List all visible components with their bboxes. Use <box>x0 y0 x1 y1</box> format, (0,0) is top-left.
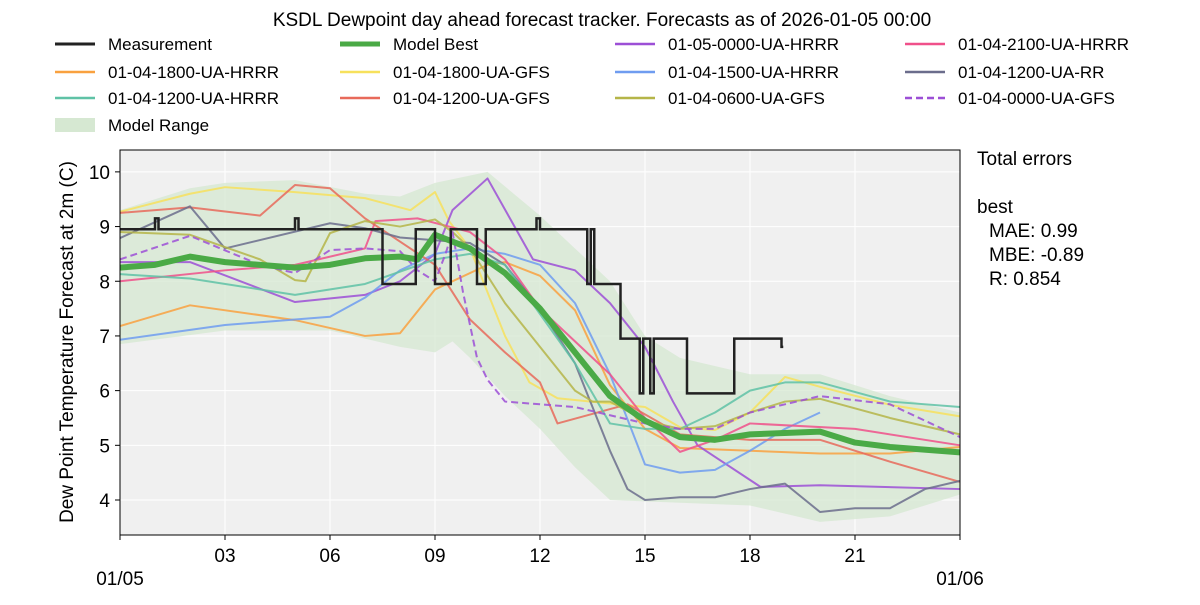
legend-label: 01-04-2100-UA-HRRR <box>958 35 1129 54</box>
axes: 4 5 6 7 8 9 10 01/05 03 06 09 12 15 18 21 01/06 <box>89 163 984 590</box>
legend-label: 01-04-0600-UA-GFS <box>668 89 825 108</box>
x-tick-label: 21 <box>844 546 865 567</box>
legend-item: 01-04-1200-UA-HRRR <box>55 89 279 108</box>
errors-model: best <box>977 197 1014 218</box>
legend-label: 01-04-1800-UA-HRRR <box>108 63 279 82</box>
series-line-01-05-0000-ua-hrrr <box>120 177 961 491</box>
y-tick-label: 5 <box>99 436 110 457</box>
legend-label: Model Range <box>108 116 209 135</box>
legend-label: Measurement <box>108 35 212 54</box>
legend-label: Model Best <box>393 35 478 54</box>
y-axis-label: Dew Point Temperature Forecast at 2m (C) <box>57 161 78 523</box>
legend-label: 01-04-1200-UA-RR <box>958 63 1104 82</box>
series-line-01-04-1800-ua-hrrr <box>119 261 961 455</box>
legend-item: 01-04-1800-UA-GFS <box>340 63 550 82</box>
x-date-label: 01/06 <box>936 569 984 590</box>
x-tick-label: 06 <box>319 546 340 567</box>
series-line-01-04-1200-ua-gfs <box>119 184 961 483</box>
series-lines <box>119 177 961 514</box>
chart-title: KSDL Dewpoint day ahead forecast tracker… <box>273 10 931 31</box>
legend-label: 01-04-1800-UA-GFS <box>393 63 550 82</box>
x-date-label: 01/05 <box>96 569 144 590</box>
series-line-model best <box>119 231 961 456</box>
errors-mae: MAE: 0.99 <box>989 221 1078 242</box>
legend-item: 01-04-1200-UA-RR <box>905 63 1104 82</box>
x-tick-label: 18 <box>739 546 760 567</box>
y-tick-label: 8 <box>99 272 110 293</box>
legend-label: 01-05-0000-UA-HRRR <box>668 35 839 54</box>
series-line-01-04-0600-ua-gfs <box>119 218 961 436</box>
legend-item: 01-05-0000-UA-HRRR <box>615 35 839 54</box>
errors-heading: Total errors <box>977 149 1072 170</box>
legend-label: 01-04-1200-UA-HRRR <box>108 89 279 108</box>
legend-item: 01-04-0000-UA-GFS <box>905 89 1115 108</box>
y-tick-label: 9 <box>99 218 110 239</box>
legend-item: 01-04-1200-UA-GFS <box>340 89 550 108</box>
y-tick-label: 7 <box>99 327 110 348</box>
legend-label: 01-04-1200-UA-GFS <box>393 89 550 108</box>
x-tick-label: 15 <box>634 546 655 567</box>
y-tick-label: 4 <box>99 491 110 512</box>
legend-item: 01-04-0600-UA-GFS <box>615 89 825 108</box>
errors-r: R: 0.854 <box>989 269 1061 290</box>
legend-swatch <box>55 118 95 132</box>
legend-item: Model Range <box>55 116 209 135</box>
x-tick-label: 12 <box>529 546 550 567</box>
measurement-line <box>120 217 784 395</box>
legend-item: 01-04-2100-UA-HRRR <box>905 35 1129 54</box>
x-tick-label: 03 <box>214 546 235 567</box>
legend-item: Measurement <box>55 35 212 54</box>
legend: Measurement Model Best 01-05-0000-UA-HRRR 0… <box>55 35 1129 135</box>
series-line-01-04-1200-ua-hrrr <box>119 252 961 430</box>
series-line-01-04-0000-ua-gfs <box>119 231 961 439</box>
legend-item: 01-04-1500-UA-HRRR <box>615 63 839 82</box>
legend-item: 01-04-1800-UA-HRRR <box>55 63 279 82</box>
series-line-01-04-1500-ua-hrrr <box>119 247 821 474</box>
y-tick-label: 10 <box>89 163 110 184</box>
legend-label: 01-04-0000-UA-GFS <box>958 89 1115 108</box>
y-tick-label: 6 <box>99 382 110 403</box>
series-line-01-04-1200-ua-rr <box>119 205 961 514</box>
error-panel: Total errors best MAE: 0.99 MBE: -0.89 R… <box>977 149 1084 290</box>
legend-item: Model Best <box>340 35 478 54</box>
legend-label: 01-04-1500-UA-HRRR <box>668 63 839 82</box>
x-tick-label: 09 <box>424 546 445 567</box>
errors-mbe: MBE: -0.89 <box>989 245 1084 266</box>
